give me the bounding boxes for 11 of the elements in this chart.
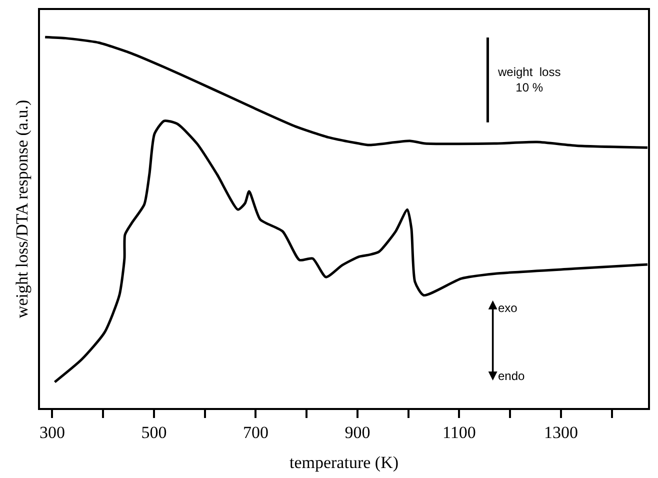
x-axis-title: temperature (K) [289,453,399,472]
annotation: exo [498,301,518,315]
annotation: endo [498,369,526,383]
x-tick-label: 1100 [442,423,476,442]
annotation: weight loss 10 % [497,65,561,95]
x-tick-label: 700 [242,423,268,442]
x-tick-label: 300 [39,423,65,442]
y-axis-title: weight loss/DTA response (a.u.) [12,100,32,318]
x-tick-label: 500 [141,423,167,442]
x-tick-label: 900 [344,423,370,442]
x-tick-label: 1300 [544,423,578,442]
